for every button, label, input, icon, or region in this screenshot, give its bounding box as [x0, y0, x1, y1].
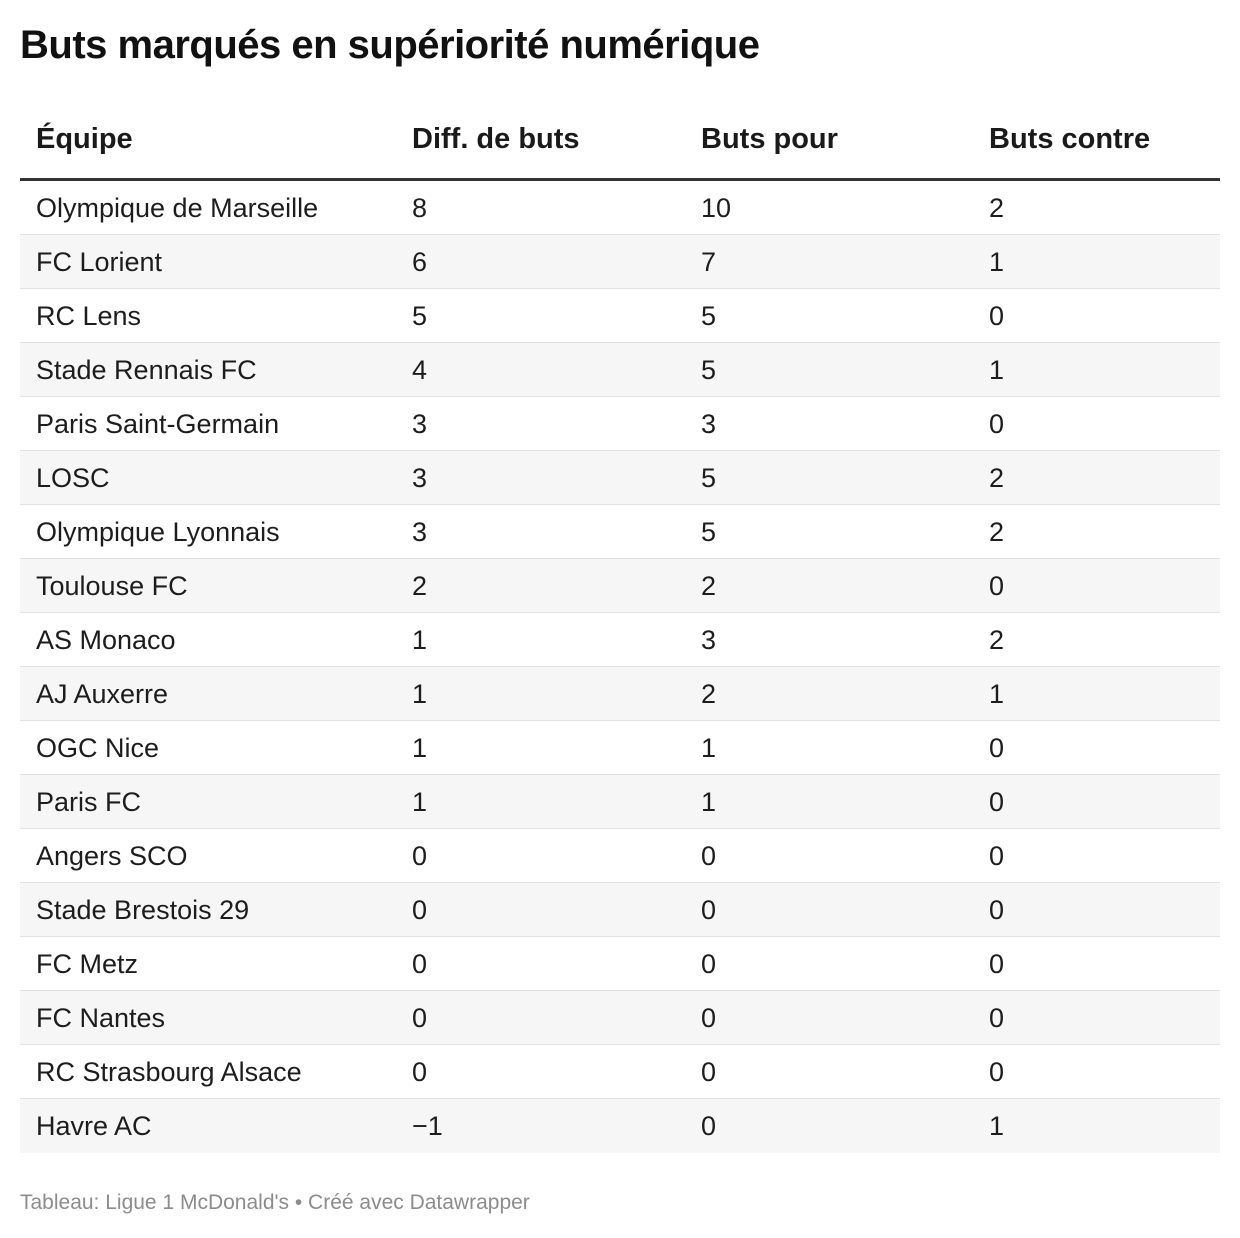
goal-diff-cell: −1	[412, 1111, 443, 1141]
goal-diff-cell: 3	[412, 517, 428, 547]
goals-against-cell: 1	[989, 247, 1005, 277]
goal-diff-cell: 0	[412, 1057, 428, 1087]
team-cell: AS Monaco	[36, 625, 176, 655]
table-row: Stade Brestois 29 0 0 0	[20, 883, 1220, 937]
goal-diff-cell: 5	[412, 301, 428, 331]
team-cell: OGC Nice	[36, 733, 160, 763]
table-row: Paris Saint-Germain 3 3 0	[20, 397, 1220, 451]
team-cell: Olympique Lyonnais	[36, 517, 280, 547]
goal-diff-cell: 1	[412, 625, 428, 655]
team-cell: Olympique de Marseille	[36, 193, 319, 223]
goal-diff-cell: 2	[412, 571, 428, 601]
goals-against-cell: 2	[989, 193, 1005, 223]
team-cell: FC Metz	[36, 949, 139, 979]
page-title: Buts marqués en supériorité numérique	[20, 23, 760, 67]
team-cell: Paris FC	[36, 787, 142, 817]
team-cell: FC Nantes	[36, 1003, 166, 1033]
goals-against-cell: 0	[989, 301, 1005, 331]
team-cell: LOSC	[36, 463, 110, 493]
goals-for-cell: 10	[701, 193, 732, 223]
goal-diff-cell: 0	[412, 1003, 428, 1033]
goals-against-cell: 0	[989, 895, 1005, 925]
goals-for-cell: 0	[701, 1003, 717, 1033]
table-row: RC Strasbourg Alsace 0 0 0	[20, 1045, 1220, 1099]
table-row: FC Lorient 6 7 1	[20, 235, 1220, 289]
goals-for-cell: 3	[701, 625, 717, 655]
goal-diff-cell: 0	[412, 841, 428, 871]
table-row: FC Nantes 0 0 0	[20, 991, 1220, 1045]
team-cell: RC Strasbourg Alsace	[36, 1057, 302, 1087]
goal-diff-cell: 8	[412, 193, 428, 223]
goals-against-cell: 0	[989, 841, 1005, 871]
goals-for-cell: 2	[701, 679, 717, 709]
goal-diff-cell: 3	[412, 409, 428, 439]
table-row: RC Lens 5 5 0	[20, 289, 1220, 343]
goals-against-cell: 1	[989, 679, 1005, 709]
goals-for-cell: 2	[701, 571, 717, 601]
table-row: Olympique de Marseille 8 10 2	[20, 181, 1220, 235]
goal-diff-cell: 4	[412, 355, 428, 385]
goal-diff-cell: 0	[412, 895, 428, 925]
column-header-goals-for[interactable]: Buts pour	[701, 123, 838, 155]
table-header-row: Équipe Diff. de buts Buts pour Buts cont…	[20, 110, 1220, 181]
goal-diff-cell: 3	[412, 463, 428, 493]
goals-against-cell: 0	[989, 1003, 1005, 1033]
team-cell: RC Lens	[36, 301, 142, 331]
goal-diff-cell: 6	[412, 247, 428, 277]
team-cell: Paris Saint-Germain	[36, 409, 280, 439]
goals-for-cell: 1	[701, 787, 717, 817]
goals-for-cell: 7	[701, 247, 717, 277]
team-cell: Havre AC	[36, 1111, 152, 1141]
goals-for-cell: 0	[701, 1111, 717, 1141]
goal-diff-cell: 1	[412, 787, 428, 817]
goals-against-cell: 1	[989, 355, 1005, 385]
table-row: AJ Auxerre 1 2 1	[20, 667, 1220, 721]
goals-for-cell: 0	[701, 1057, 717, 1087]
team-cell: FC Lorient	[36, 247, 163, 277]
table-row: AS Monaco 1 3 2	[20, 613, 1220, 667]
goals-against-cell: 2	[989, 625, 1005, 655]
table-row: OGC Nice 1 1 0	[20, 721, 1220, 775]
data-table: Équipe Diff. de buts Buts pour Buts cont…	[20, 110, 1220, 1153]
goals-for-cell: 5	[701, 517, 717, 547]
table-row: Toulouse FC 2 2 0	[20, 559, 1220, 613]
table-row: Havre AC −1 0 1	[20, 1099, 1220, 1153]
column-header-team[interactable]: Équipe	[36, 123, 133, 155]
source-footer: Tableau: Ligue 1 McDonald's • Créé avec …	[20, 1191, 530, 1214]
table-row: Stade Rennais FC 4 5 1	[20, 343, 1220, 397]
column-header-goal-diff[interactable]: Diff. de buts	[412, 123, 580, 155]
goals-for-cell: 5	[701, 463, 717, 493]
table-row: Paris FC 1 1 0	[20, 775, 1220, 829]
goals-against-cell: 0	[989, 409, 1005, 439]
goals-for-cell: 1	[701, 733, 717, 763]
goals-against-cell: 0	[989, 1057, 1005, 1087]
goals-for-cell: 5	[701, 355, 717, 385]
goals-for-cell: 3	[701, 409, 717, 439]
team-cell: AJ Auxerre	[36, 679, 169, 709]
goals-against-cell: 0	[989, 949, 1005, 979]
team-cell: Angers SCO	[36, 841, 188, 871]
table-row: Olympique Lyonnais 3 5 2	[20, 505, 1220, 559]
goals-for-cell: 0	[701, 841, 717, 871]
goal-diff-cell: 1	[412, 733, 428, 763]
goals-for-cell: 5	[701, 301, 717, 331]
table-row: FC Metz 0 0 0	[20, 937, 1220, 991]
goals-against-cell: 2	[989, 463, 1005, 493]
team-cell: Toulouse FC	[36, 571, 188, 601]
goals-against-cell: 0	[989, 787, 1005, 817]
goals-against-cell: 2	[989, 517, 1005, 547]
table-row: Angers SCO 0 0 0	[20, 829, 1220, 883]
goals-against-cell: 0	[989, 733, 1005, 763]
column-header-goals-against[interactable]: Buts contre	[989, 123, 1151, 155]
goals-for-cell: 0	[701, 895, 717, 925]
team-cell: Stade Rennais FC	[36, 355, 257, 385]
goal-diff-cell: 1	[412, 679, 428, 709]
goals-for-cell: 0	[701, 949, 717, 979]
goals-against-cell: 1	[989, 1111, 1005, 1141]
table-row: LOSC 3 5 2	[20, 451, 1220, 505]
goals-against-cell: 0	[989, 571, 1005, 601]
team-cell: Stade Brestois 29	[36, 895, 250, 925]
goal-diff-cell: 0	[412, 949, 428, 979]
table-body: Olympique de Marseille 8 10 2 FC Lorient 6 7 1 R…	[20, 181, 1220, 1153]
